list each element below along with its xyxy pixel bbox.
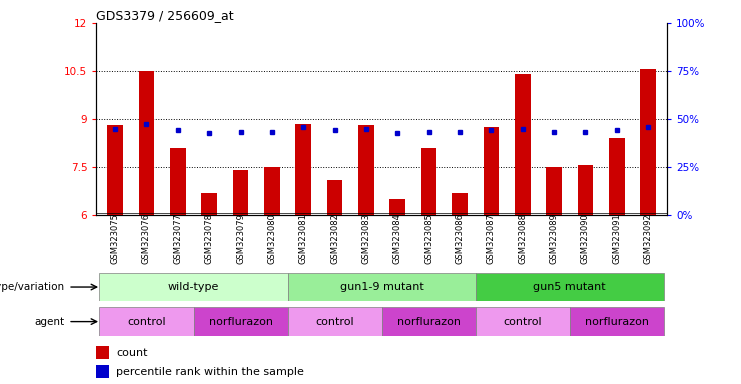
Text: gun1-9 mutant: gun1-9 mutant <box>339 282 424 292</box>
Bar <box>640 70 656 215</box>
Text: count: count <box>116 348 147 358</box>
Bar <box>421 148 436 215</box>
Text: GSM323092: GSM323092 <box>644 213 653 264</box>
Bar <box>202 193 217 215</box>
Bar <box>483 127 499 215</box>
Text: agent: agent <box>35 316 65 327</box>
Bar <box>107 126 123 215</box>
Text: GSM323091: GSM323091 <box>612 213 621 264</box>
Text: norflurazon: norflurazon <box>396 316 461 327</box>
Bar <box>358 126 373 215</box>
Text: GSM323075: GSM323075 <box>110 213 119 264</box>
Text: GSM323089: GSM323089 <box>550 213 559 264</box>
Bar <box>609 138 625 215</box>
Bar <box>96 365 109 378</box>
Text: wild-type: wild-type <box>167 282 219 292</box>
Bar <box>139 71 154 215</box>
Bar <box>515 74 531 215</box>
Bar <box>382 307 476 336</box>
Bar <box>390 199 405 215</box>
Bar <box>193 307 288 336</box>
Bar <box>288 273 476 301</box>
Text: GSM323087: GSM323087 <box>487 213 496 264</box>
Bar <box>476 307 570 336</box>
Bar <box>452 193 468 215</box>
Text: control: control <box>315 316 354 327</box>
Text: GSM323079: GSM323079 <box>236 213 245 264</box>
Text: genotype/variation: genotype/variation <box>0 282 65 292</box>
Text: GSM323076: GSM323076 <box>142 213 151 264</box>
Text: GSM323082: GSM323082 <box>330 213 339 264</box>
Bar <box>546 167 562 215</box>
Text: gun5 mutant: gun5 mutant <box>534 282 606 292</box>
Text: GSM323088: GSM323088 <box>518 213 527 264</box>
Bar <box>577 166 594 215</box>
Text: GSM323090: GSM323090 <box>581 213 590 264</box>
Bar <box>327 180 342 215</box>
Bar <box>170 148 186 215</box>
Text: control: control <box>503 316 542 327</box>
Text: GSM323080: GSM323080 <box>268 213 276 264</box>
Text: GSM323086: GSM323086 <box>456 213 465 264</box>
Text: GSM323077: GSM323077 <box>173 213 182 264</box>
Bar <box>296 124 311 215</box>
Text: GDS3379 / 256609_at: GDS3379 / 256609_at <box>96 9 234 22</box>
Text: GSM323084: GSM323084 <box>393 213 402 264</box>
Text: GSM323081: GSM323081 <box>299 213 308 264</box>
Bar <box>96 346 109 359</box>
Bar <box>99 307 193 336</box>
Bar <box>233 170 248 215</box>
Text: GSM323083: GSM323083 <box>362 213 370 264</box>
Bar <box>288 307 382 336</box>
Text: norflurazon: norflurazon <box>585 316 648 327</box>
Bar <box>570 307 664 336</box>
Bar <box>264 167 279 215</box>
Bar <box>476 273 664 301</box>
Text: control: control <box>127 316 166 327</box>
Text: norflurazon: norflurazon <box>208 316 273 327</box>
Text: GSM323085: GSM323085 <box>424 213 433 264</box>
Bar <box>99 273 288 301</box>
Text: GSM323078: GSM323078 <box>205 213 213 264</box>
Text: percentile rank within the sample: percentile rank within the sample <box>116 367 304 377</box>
